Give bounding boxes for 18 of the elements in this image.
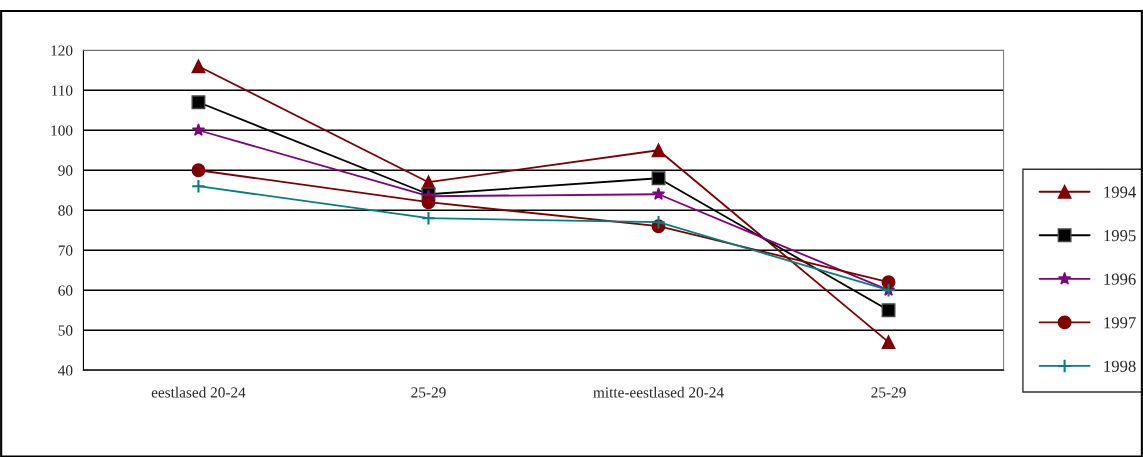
y-tick-label: 70 (58, 245, 73, 256)
y-tick-label: 60 (58, 285, 73, 296)
y-tick-label: 50 (58, 325, 73, 336)
legend-label: 1997 (1104, 317, 1136, 329)
x-tick-label: 25-29 (411, 387, 446, 398)
x-tick-label: 25-29 (871, 387, 906, 398)
legend-label: 1996 (1104, 273, 1136, 285)
y-tick-label: 100 (51, 125, 73, 136)
x-tick-label: eestlased 20-24 (151, 386, 246, 398)
y-tick-label: 110 (52, 85, 73, 96)
legend-label: 1995 (1104, 230, 1136, 242)
y-tick-label: 40 (58, 365, 73, 376)
legend-label: 1994 (1104, 186, 1136, 198)
x-tick-label: mitte-eestlased 20-24 (593, 386, 724, 398)
y-tick-label: 90 (58, 165, 73, 176)
y-tick-label: 120 (51, 45, 73, 56)
legend-label: 1998 (1104, 360, 1136, 372)
y-tick-label: 80 (58, 205, 73, 216)
